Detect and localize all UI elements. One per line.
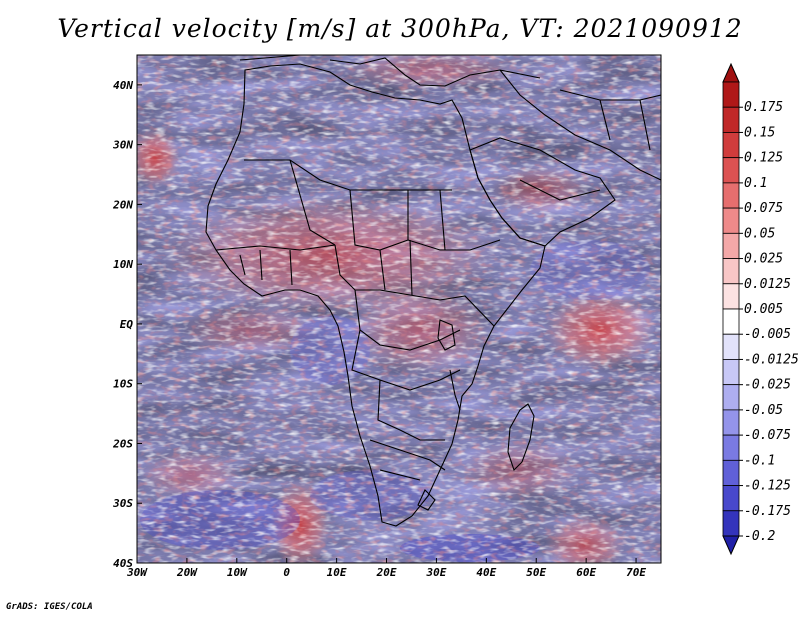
lat-tick-label: 10S: [113, 378, 133, 391]
colorbar-swatch: [722, 106, 740, 133]
vertical-velocity-field: [137, 55, 661, 563]
colorbar-label: 0.075: [744, 201, 783, 216]
colorbar-label: 0.005: [744, 302, 783, 317]
colorbar-swatch: [722, 258, 740, 285]
lon-tick-label: 10E: [327, 566, 347, 579]
lon-tick-label: 40E: [476, 566, 496, 579]
colorbar-swatch: [722, 232, 740, 259]
colorbar-swatch: [722, 459, 740, 486]
lon-tick-label: 0: [283, 566, 290, 579]
colorbar-bottom-arrow: [722, 535, 740, 556]
colorbar-swatch: [722, 283, 740, 310]
lat-tick-label: EQ: [120, 318, 134, 331]
lat-tick-label: 40S: [113, 557, 133, 570]
colorbar-swatch: [722, 207, 740, 234]
colorbar-label: 0.125: [744, 151, 783, 166]
colorbar-label: -0.2: [744, 529, 775, 544]
map-title: Vertical velocity [m/s] at 300hPa, VT: 2…: [57, 14, 743, 43]
lon-tick-label: 60E: [576, 566, 596, 579]
plot-frame: [136, 54, 662, 564]
lon-tick-label: 20E: [376, 566, 397, 579]
colorbar-swatch: [722, 510, 740, 537]
coastline-borders: [205, 55, 661, 527]
colorbar-label: -0.125: [744, 479, 791, 494]
colorbar-label: 0.15: [744, 125, 775, 140]
colorbar-label: -0.175: [744, 504, 791, 519]
longitude-axis: 30W 20W 10W 0 10E 20E 30E 40E 50E 60E 70E: [126, 558, 646, 579]
colorbar-swatch: [722, 434, 740, 461]
colorbar-label: -0.005: [744, 327, 791, 342]
colorbar-label: -0.025: [744, 378, 791, 393]
colorbar-label: -0.05: [744, 403, 783, 418]
lat-tick-label: 30S: [112, 497, 133, 510]
lon-tick-label: 30E: [425, 566, 446, 579]
lon-tick-label: 30W: [126, 566, 148, 579]
grads-credit: GrADS: IGES/COLA: [6, 602, 93, 612]
colorbar-label: 0.175: [744, 100, 783, 115]
colorbar-label: 0.0125: [744, 277, 791, 292]
lat-tick-label: 20S: [112, 437, 133, 450]
colorbar-swatch: [722, 409, 740, 436]
lat-tick-label: 40N: [113, 79, 133, 92]
colorbar-swatch: [722, 182, 740, 209]
colorbar-swatch: [722, 157, 740, 184]
lon-tick-label: 50E: [526, 566, 546, 579]
colorbar-swatch: [722, 132, 740, 159]
colorbar-top-arrow: [722, 62, 740, 83]
colorbar-label: -0.0125: [744, 352, 799, 367]
latitude-axis: 40N 30N 20N 10N EQ 10S 20S 30S 40S: [112, 79, 142, 570]
colorbar-label: 0.025: [744, 252, 783, 267]
colorbar-swatch: [722, 485, 740, 512]
colorbar-label: 0.05: [744, 226, 775, 241]
colorbar-swatch: [722, 359, 740, 386]
lon-tick-label: 20W: [176, 566, 198, 579]
lat-tick-label: 30N: [112, 139, 133, 152]
colorbar-label: -0.1: [744, 453, 775, 468]
lon-tick-label: 70E: [626, 566, 646, 579]
colorbar-swatch: [722, 308, 740, 335]
lon-tick-label: 10W: [227, 566, 248, 579]
colorbar-swatch: [722, 81, 740, 108]
colorbar-label: 0.1: [744, 176, 767, 191]
colorbar-label: -0.075: [744, 428, 791, 443]
colorbar: 0.175 0.15 0.125 0.1 0.075 0.05 0.025 0.0125 0.0…: [722, 62, 799, 556]
colorbar-swatch: [722, 384, 740, 411]
lat-tick-label: 20N: [112, 198, 133, 211]
lat-tick-label: 10N: [113, 258, 133, 271]
colorbar-swatch: [722, 333, 740, 360]
